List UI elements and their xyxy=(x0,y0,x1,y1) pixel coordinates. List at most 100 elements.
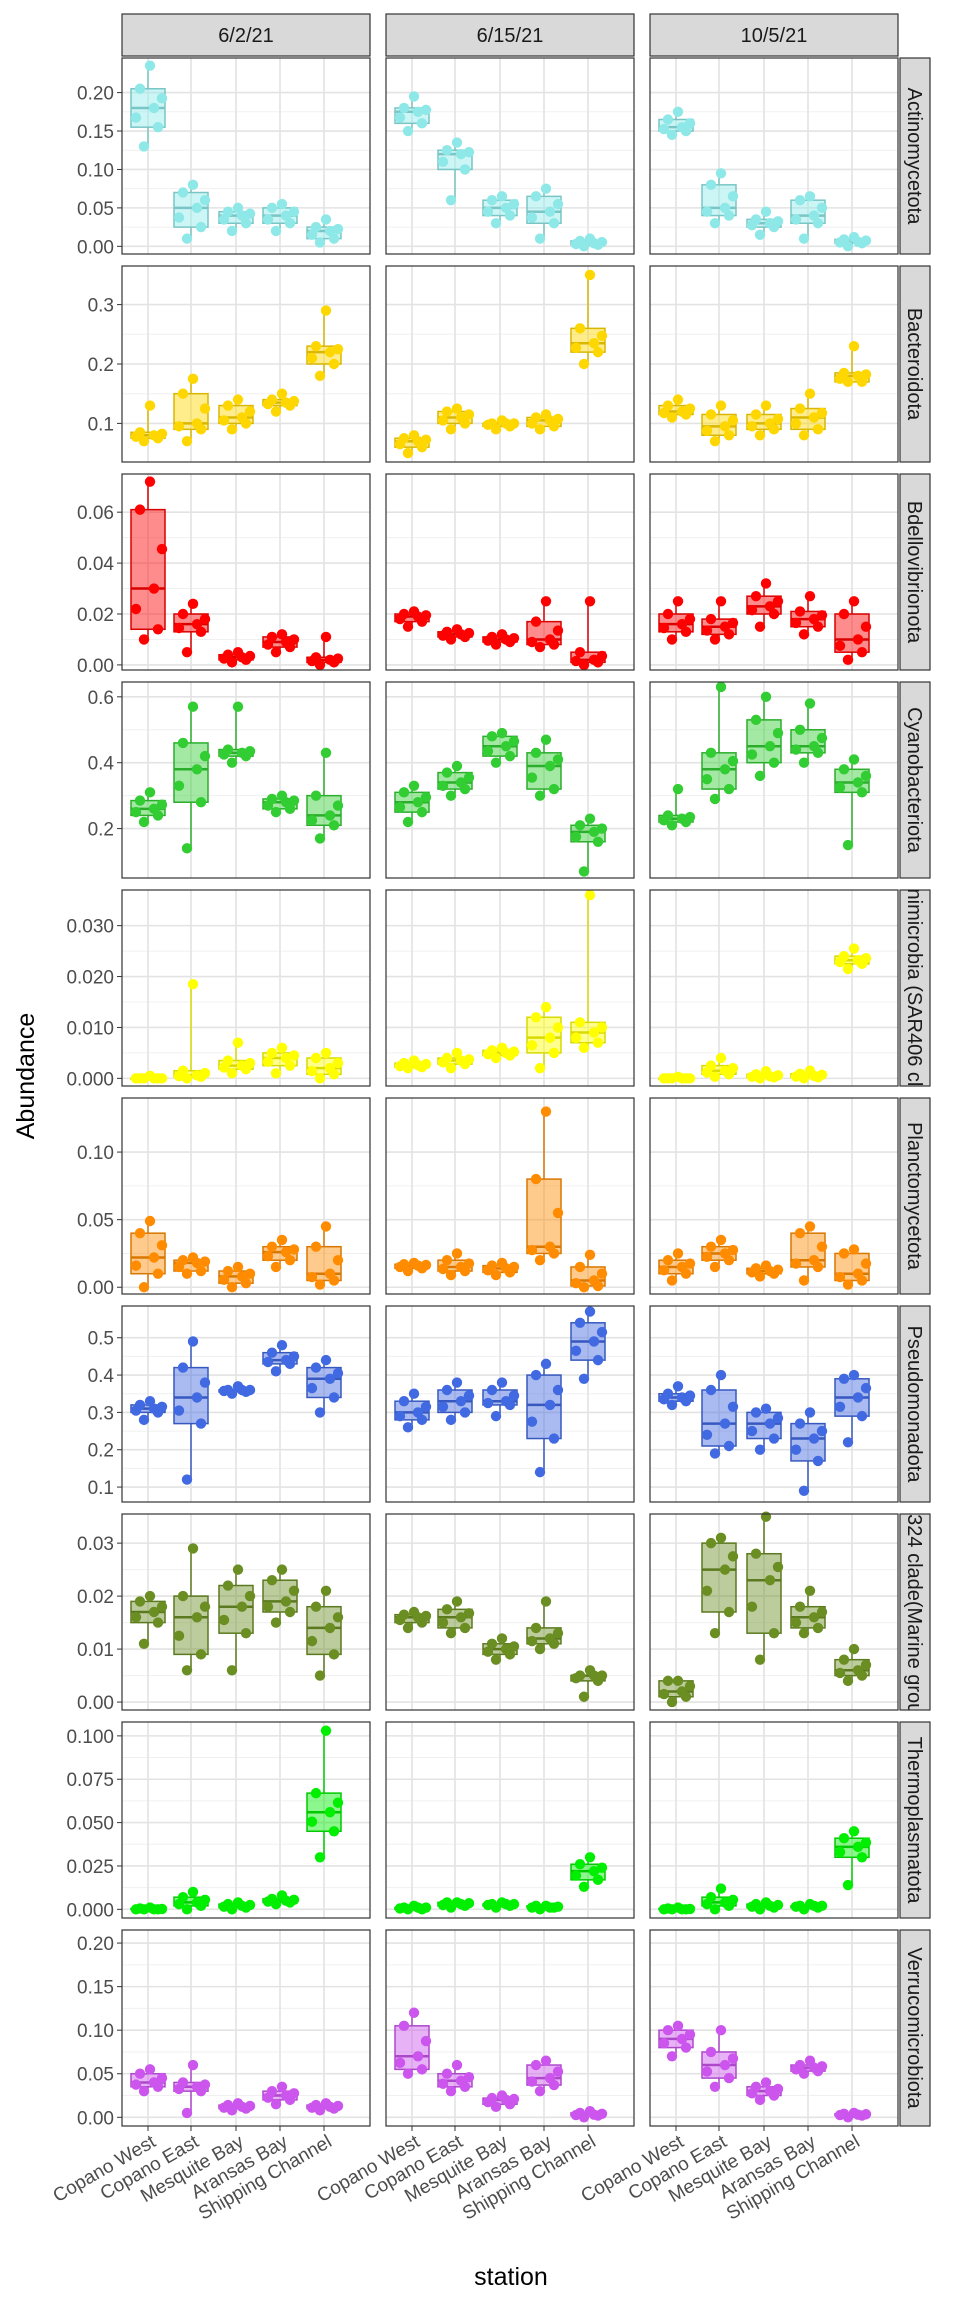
y-tick-label: 0.05 xyxy=(77,2065,114,2086)
data-point xyxy=(530,616,542,627)
data-point xyxy=(181,646,193,658)
data-point xyxy=(540,734,552,745)
data-point xyxy=(262,214,274,225)
data-point xyxy=(676,121,688,133)
data-point xyxy=(798,430,810,441)
data-point xyxy=(526,1416,538,1427)
data-point xyxy=(314,1073,326,1084)
data-point xyxy=(794,1900,806,1912)
data-point xyxy=(412,2051,424,2062)
data-point xyxy=(570,1345,582,1357)
data-point xyxy=(156,1073,168,1084)
data-point xyxy=(574,1261,586,1273)
data-point xyxy=(548,783,560,795)
data-point xyxy=(181,1073,193,1084)
data-point xyxy=(486,1898,498,1910)
data-point xyxy=(437,2078,449,2089)
data-point xyxy=(218,1274,230,1286)
facet-strip-taxon xyxy=(899,265,931,463)
data-point xyxy=(508,1261,520,1273)
data-point xyxy=(719,2059,731,2071)
data-point xyxy=(719,421,731,432)
data-point xyxy=(226,1282,238,1293)
y-tick-label: 0.5 xyxy=(88,1329,114,1350)
data-point xyxy=(834,1667,846,1679)
data-point xyxy=(672,2020,684,2032)
y-tick-label: 0.3 xyxy=(88,1403,114,1424)
data-point xyxy=(288,1894,300,1905)
data-point xyxy=(719,1418,731,1429)
data-point xyxy=(156,1401,168,1413)
data-point xyxy=(838,234,850,245)
data-point xyxy=(723,1606,735,1618)
panel-border xyxy=(649,1929,899,2127)
data-point xyxy=(574,1317,586,1329)
y-tick-label: 0.4 xyxy=(88,754,115,775)
data-point xyxy=(705,1060,717,1071)
data-point xyxy=(534,233,546,244)
data-point xyxy=(332,1368,344,1379)
y-tick-label: 0.00 xyxy=(77,2108,114,2129)
data-point xyxy=(181,1474,193,1485)
data-point xyxy=(684,1258,696,1269)
data-point xyxy=(437,1263,449,1275)
data-point xyxy=(574,235,586,247)
data-point xyxy=(266,1347,278,1358)
box-iqr xyxy=(701,1389,737,1447)
data-point xyxy=(754,430,766,441)
data-point xyxy=(130,112,142,123)
data-point xyxy=(306,815,318,826)
data-point xyxy=(680,626,692,638)
data-point xyxy=(794,1227,806,1239)
data-point xyxy=(486,1260,498,1271)
data-point xyxy=(420,434,432,445)
data-point xyxy=(138,2085,150,2097)
panel-border xyxy=(649,265,899,463)
data-point xyxy=(310,2099,322,2111)
data-point xyxy=(441,626,453,638)
data-point xyxy=(138,436,150,447)
panel-border xyxy=(121,1097,371,1295)
data-point xyxy=(451,1596,463,1607)
data-point xyxy=(408,2007,420,2018)
data-point xyxy=(177,187,189,198)
data-point xyxy=(848,340,860,352)
data-point xyxy=(138,141,150,152)
data-point xyxy=(709,218,721,229)
data-point xyxy=(199,1256,211,1267)
data-point xyxy=(270,1617,282,1628)
data-point xyxy=(504,210,516,221)
panel-border xyxy=(121,1305,371,1503)
data-point xyxy=(544,1241,556,1252)
data-point xyxy=(848,1369,860,1381)
data-point xyxy=(199,1601,211,1612)
data-point xyxy=(144,400,156,411)
data-point xyxy=(715,1369,727,1381)
data-point xyxy=(266,1575,278,1586)
y-tick-label: 0.10 xyxy=(77,1143,114,1164)
y-tick-label: 0.3 xyxy=(88,296,114,317)
data-point xyxy=(288,1585,300,1597)
data-point xyxy=(592,346,604,358)
data-point xyxy=(455,2075,467,2086)
data-point xyxy=(574,646,586,658)
panel-border xyxy=(649,1513,899,1711)
data-point xyxy=(177,1255,189,1266)
data-point xyxy=(808,1255,820,1266)
data-point xyxy=(666,2051,678,2062)
data-point xyxy=(750,409,762,420)
data-point xyxy=(320,1354,332,1366)
data-point xyxy=(320,1047,332,1059)
data-point xyxy=(276,1042,288,1054)
data-point xyxy=(222,744,234,755)
data-point xyxy=(463,1258,475,1269)
data-point xyxy=(138,634,150,645)
y-tick-label: 0.025 xyxy=(66,1857,114,1878)
data-point xyxy=(408,1257,420,1269)
data-point xyxy=(794,606,806,617)
data-point xyxy=(156,428,168,439)
data-point xyxy=(808,1433,820,1444)
data-point xyxy=(240,1627,252,1639)
data-point xyxy=(701,773,713,785)
data-point xyxy=(834,1401,846,1413)
